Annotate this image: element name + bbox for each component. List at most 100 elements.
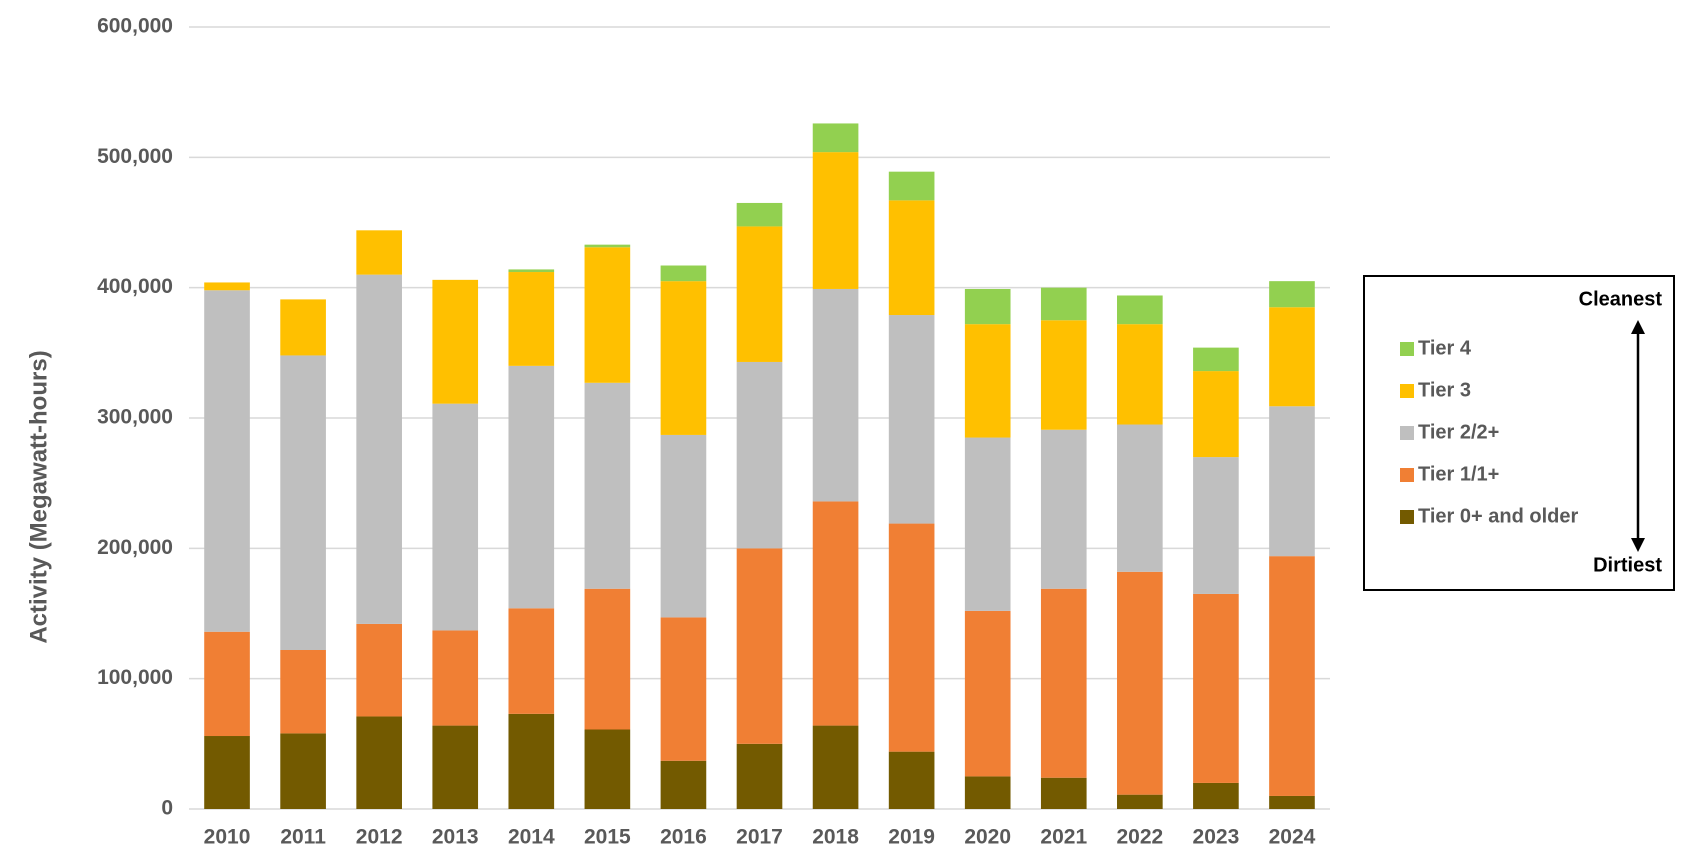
bar-segment [736,548,783,744]
legend-swatch [1400,426,1414,440]
bar-segment [1040,588,1087,778]
bar-segment [660,265,707,282]
bar-segment [964,324,1011,438]
x-tick-label: 2015 [584,826,631,849]
legend-swatch [1400,468,1414,482]
legend-label: Tier 1/1+ [1418,463,1499,485]
y-tick-label: 400,000 [97,275,173,298]
y-tick-label: 500,000 [97,145,173,168]
bar-segment [432,630,479,726]
legend-swatch [1400,510,1414,524]
bar-segment [1193,347,1239,372]
bar-segment [204,736,250,809]
bar-segment [432,725,479,809]
bar-segment [888,751,935,809]
bar-segment [1117,324,1163,425]
bar-segment [964,776,1011,809]
x-tick-label: 2020 [964,826,1011,849]
bar-segment [1269,406,1315,557]
x-tick-label: 2017 [736,826,783,849]
bar-segment [1117,295,1163,325]
bar-segment [660,281,707,435]
bar-segment [1040,320,1087,430]
legend-label: Tier 2/2+ [1418,421,1499,443]
y-tick-label: 300,000 [97,406,173,429]
x-tick-label: 2012 [356,826,403,849]
bar-segment [280,355,326,650]
bar-segment [736,361,783,549]
x-tick-label: 2014 [508,826,555,849]
x-tick-label: 2022 [1116,826,1163,849]
bar-segment [1269,795,1315,809]
bar-segment [584,244,631,248]
bar-segment [584,247,631,383]
bar-segment [1117,424,1163,572]
bar-segment [204,631,250,737]
bar-segment [736,743,783,809]
bar-segment [812,501,859,726]
bar-segment [1117,794,1163,809]
legend-swatch [1400,342,1414,356]
bar-segment [888,171,935,201]
bar-segment [280,649,326,734]
legend-swatch [1400,384,1414,398]
x-tick-label: 2019 [888,826,935,849]
bar-segment [964,437,1011,611]
bar-segment [584,382,631,589]
bar-segment [1269,556,1315,796]
bar-segment [1193,782,1239,809]
x-tick-label: 2021 [1040,826,1087,849]
arrow-head [1631,538,1645,552]
bar-segment [812,152,859,289]
y-tick-label: 600,000 [97,15,173,38]
bar-segment [964,288,1011,325]
bar-segment [204,290,250,632]
bar-segment [964,610,1011,777]
bar-segment [812,288,859,502]
bar-segment [660,760,707,809]
bar-segment [584,729,631,809]
bar-segment [1040,777,1087,809]
x-tick-label: 2011 [280,826,326,849]
legend-label: Tier 3 [1418,379,1471,401]
bar-segment [888,200,935,316]
x-tick-label: 2018 [812,826,859,849]
bar-segment [432,403,479,631]
bar-segment [356,716,402,809]
y-tick-label: 100,000 [97,666,173,689]
x-tick-label: 2010 [204,826,251,849]
bar-segment [736,202,783,227]
bar-segment [356,623,402,717]
x-tick-label: 2023 [1193,826,1240,849]
bar-segment [508,269,555,273]
bar-segment [280,299,326,356]
legend-box [1363,275,1675,591]
bar-segment [1269,281,1315,308]
legend-label: Tier 0+ and older [1418,505,1578,527]
bar-segment [736,226,783,362]
bar-segment [888,523,935,752]
y-axis-label: Activity (Megawatt-hours) [25,350,52,643]
x-tick-label: 2016 [660,826,707,849]
bar-segment [812,123,859,153]
bar-segment [508,272,555,366]
bar-segment [888,315,935,524]
x-tick-label: 2024 [1269,826,1316,849]
bar-segment [432,279,479,404]
y-tick-label: 200,000 [97,536,173,559]
bar-segment [1040,429,1087,589]
y-tick-label: 0 [161,797,173,820]
bar-segment [508,365,555,609]
bar-segment [1269,307,1315,407]
annotation: Cleanest [1579,288,1663,310]
legend-label: Tier 4 [1418,337,1472,359]
bar-segment [508,713,555,809]
bar-segment [660,434,707,618]
bar-segment [356,230,402,275]
x-tick-label: 2013 [432,826,479,849]
bar-segment [1193,457,1239,594]
arrow-head [1631,320,1645,334]
bar-segment [280,733,326,809]
bar-segment [1193,593,1239,783]
